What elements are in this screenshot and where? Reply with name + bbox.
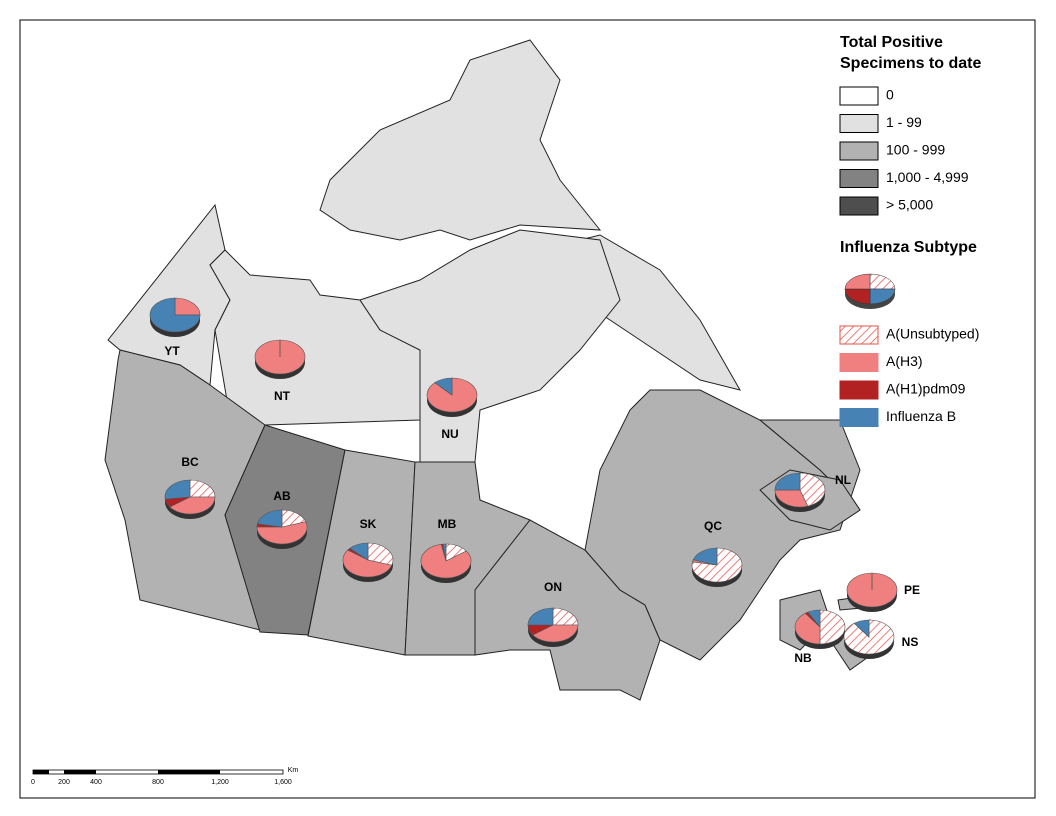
pie-slice <box>853 619 870 638</box>
pie-slice <box>342 549 393 578</box>
pie-slice <box>420 543 472 579</box>
pie-slice <box>692 547 718 566</box>
legend-swatch <box>839 408 879 427</box>
pie-slice <box>552 607 579 626</box>
legend-title: Total Positive Specimens to date <box>840 34 981 72</box>
province-label: NU <box>441 427 458 441</box>
pie-slice <box>774 472 801 491</box>
legend-swatch <box>839 353 879 372</box>
province-label: SK <box>360 517 377 531</box>
legend-swatch <box>839 196 879 216</box>
provinces <box>104 39 893 701</box>
legend-pie <box>869 288 896 305</box>
province-label: AB <box>273 489 291 503</box>
pie-slice <box>527 607 554 626</box>
province-label: QC <box>704 519 722 533</box>
pie-slice <box>349 542 369 561</box>
scale-unit: Km <box>288 767 299 774</box>
legend-pie <box>844 288 871 305</box>
pie-slice <box>691 547 743 583</box>
legend-swatch <box>839 86 879 106</box>
scale-bar: 0 200 400 800 1,200 1,600 Km <box>31 767 298 786</box>
scale-label: 1,200 <box>211 779 229 786</box>
scale-label: 400 <box>90 779 102 786</box>
province-label: NS <box>902 635 919 649</box>
pie-slice <box>164 479 191 500</box>
legend-label: 1,000 - 4,999 <box>886 169 969 185</box>
pie-slice <box>442 543 447 562</box>
scale-label: 0 <box>31 779 35 786</box>
pie-slice <box>169 496 216 515</box>
scale-label: 800 <box>152 779 164 786</box>
legend-label: 100 - 999 <box>886 142 945 158</box>
province-label: ON <box>544 580 562 594</box>
province-shape <box>319 39 602 241</box>
legend: Total Positive Specimens to date Influenz… <box>839 34 981 427</box>
province-label: NL <box>835 473 851 487</box>
pie-slice <box>799 472 826 507</box>
legend-swatch <box>839 114 879 133</box>
pie-slice <box>367 542 394 566</box>
province-shape <box>584 389 851 661</box>
pie-slice <box>774 489 809 508</box>
pie-slice <box>532 624 579 643</box>
province-label: YT <box>164 344 180 358</box>
province-label: MB <box>438 517 457 531</box>
legend-title: Influenza Subtype <box>840 239 977 256</box>
legend-label: 1 - 99 <box>886 114 922 130</box>
legend-pie <box>869 273 896 290</box>
legend-swatch <box>839 380 879 400</box>
scale-label: 200 <box>58 779 70 786</box>
legend-label: A(H3) <box>886 353 923 369</box>
scale-label: 1,600 <box>274 779 292 786</box>
legend-label: A(H1)pdm09 <box>886 381 966 397</box>
legend-pie <box>844 273 871 290</box>
province-label: PE <box>904 583 920 597</box>
pie-slice <box>807 609 821 628</box>
pie-slice <box>174 297 201 316</box>
province-label: NB <box>794 651 812 665</box>
legend-label: > 5,000 <box>886 197 933 213</box>
pie-slice <box>257 509 283 528</box>
pie-slice <box>819 609 846 645</box>
province-shape <box>359 229 621 463</box>
legend-swatch <box>839 141 879 161</box>
province-label: BC <box>181 455 199 469</box>
legend-swatch <box>839 325 879 345</box>
legend-swatch <box>839 169 879 188</box>
pie-slice <box>149 297 201 333</box>
pie-slice <box>434 377 453 396</box>
pie-slice <box>189 479 216 498</box>
legend-label: Influenza B <box>886 408 956 424</box>
pie-slice <box>794 612 821 645</box>
province-label: NT <box>274 389 291 403</box>
legend-label: 0 <box>886 87 894 103</box>
legend-label: A(Unsubtyped) <box>886 326 979 342</box>
pies: YT NT NU BC AB SK MB ON QC NL PE NB NS <box>149 297 920 665</box>
